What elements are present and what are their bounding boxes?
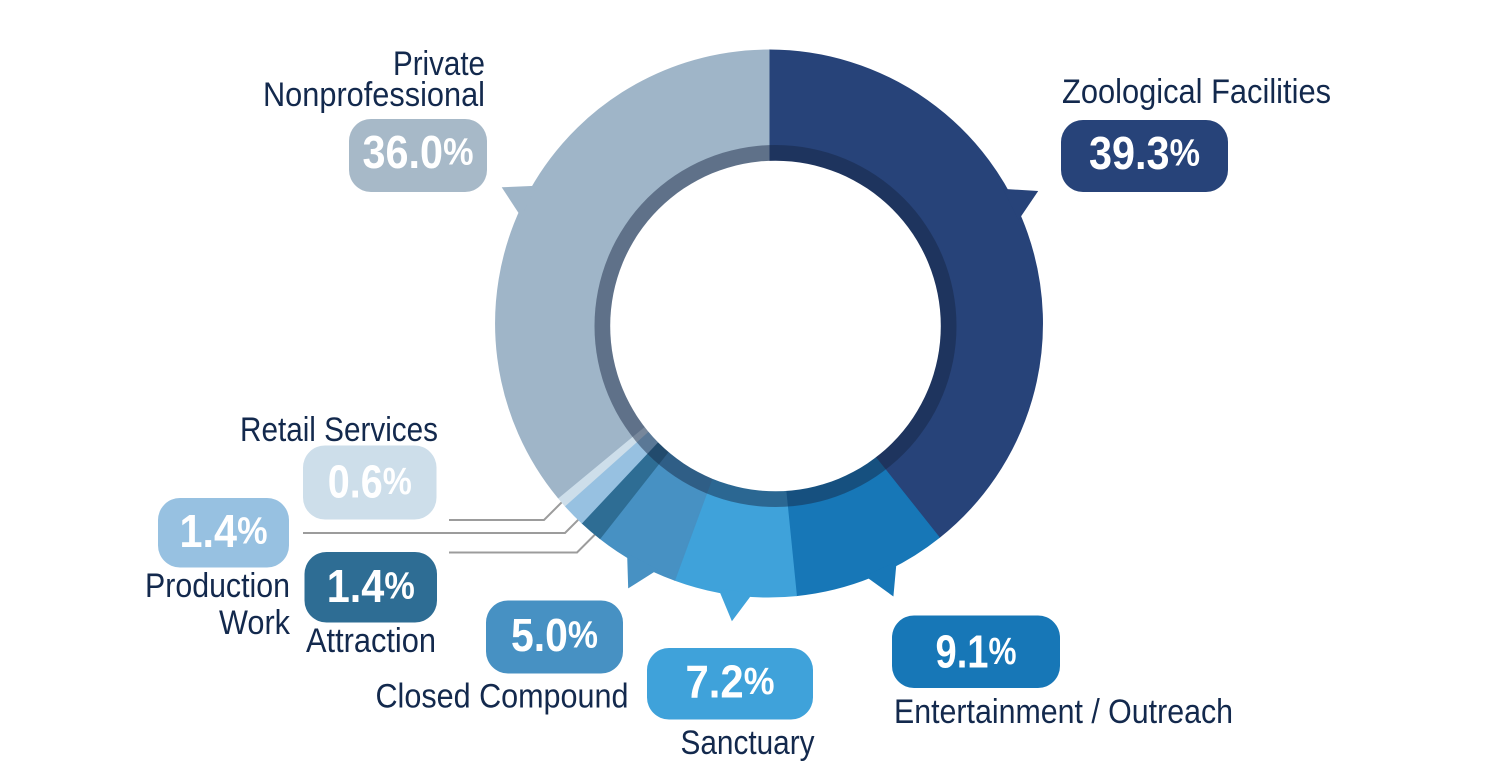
svg-text:Work: Work	[219, 604, 291, 642]
svg-text:7.2%: 7.2%	[686, 655, 775, 707]
svg-text:36.0%: 36.0%	[363, 126, 474, 178]
svg-text:Production: Production	[145, 567, 290, 605]
svg-text:Private: Private	[393, 45, 485, 83]
svg-text:0.6%: 0.6%	[328, 456, 412, 508]
svg-text:Nonprofessional: Nonprofessional	[263, 76, 485, 114]
svg-text:Entertainment / Outreach: Entertainment / Outreach	[894, 693, 1233, 731]
svg-text:Attraction: Attraction	[306, 622, 436, 660]
svg-text:9.1%: 9.1%	[936, 625, 1017, 677]
svg-text:5.0%: 5.0%	[511, 609, 598, 661]
svg-text:Zoological Facilities: Zoological Facilities	[1062, 73, 1331, 111]
svg-text:Retail Services: Retail Services	[240, 411, 438, 449]
svg-text:1.4%: 1.4%	[327, 560, 415, 612]
svg-text:Closed Compound: Closed Compound	[376, 678, 629, 716]
svg-text:Sanctuary: Sanctuary	[681, 724, 815, 762]
svg-text:1.4%: 1.4%	[180, 505, 268, 557]
svg-text:39.3%: 39.3%	[1089, 127, 1200, 179]
